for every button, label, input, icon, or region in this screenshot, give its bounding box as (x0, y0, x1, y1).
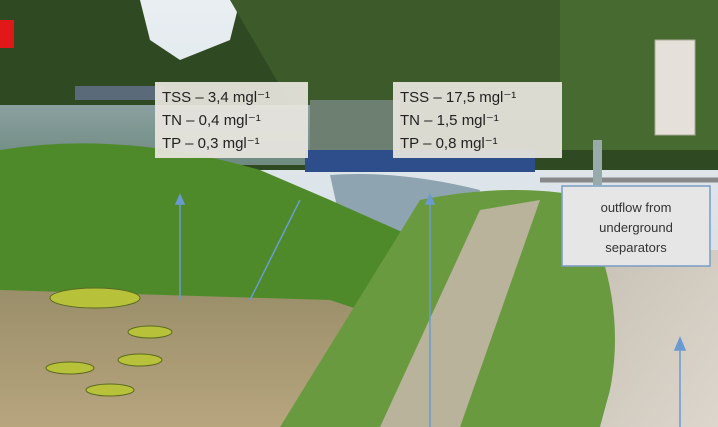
arrows (174, 193, 687, 427)
annotation-line: TP – 0,3 mgl⁻¹ (162, 135, 260, 152)
annotation-line: TN – 1,5 mgl⁻¹ (400, 112, 499, 129)
callout-line: outflow from (601, 200, 672, 215)
callout-line: underground (599, 220, 673, 235)
annotation-box: TSS – 17,5 mgl⁻¹ TN – 1,5 mgl⁻¹ TP – 0,8… (393, 82, 562, 158)
fish (45, 287, 173, 397)
annotation-line: TSS – 3,4 mgl⁻¹ (162, 89, 270, 106)
callout-box: outflow from underground separators (561, 185, 711, 267)
annotation-line: TN – 0,4 mgl⁻¹ (162, 112, 261, 129)
annotation-line: TP – 0,8 mgl⁻¹ (400, 135, 498, 152)
annotation-box: TSS – 3,4 mgl⁻¹ TN – 0,4 mgl⁻¹ TP – 0,3 … (155, 82, 308, 158)
annotation-line: TSS – 17,5 mgl⁻¹ (400, 89, 516, 106)
callout-line: separators (605, 240, 667, 255)
